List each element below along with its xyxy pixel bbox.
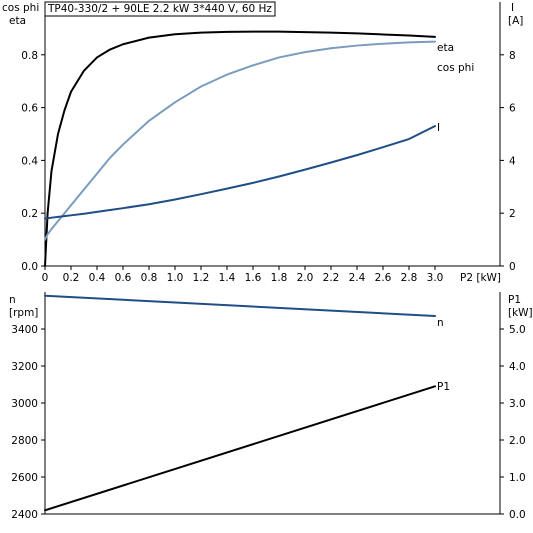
top-left-tick-label: 0.6 bbox=[21, 103, 38, 115]
bottom-left-tick-label: 2600 bbox=[11, 472, 38, 484]
axis-ticks: 0.0 0.2 0.4 0.6 0.8 0 2 4 6 8 0 0.2 0.4 0.6 0.8 1.0 1.2 1… bbox=[11, 50, 525, 521]
x-tick-label: 1.6 bbox=[245, 272, 262, 284]
bottom-left-tick-label: 2800 bbox=[11, 435, 38, 447]
bottom-left-tick-label: 2400 bbox=[11, 509, 38, 521]
x-tick-label: 2.4 bbox=[349, 272, 366, 284]
bottom-right-tick-label: 4.0 bbox=[509, 361, 526, 373]
x-tick-label: 1.0 bbox=[167, 272, 184, 284]
x-tick-label: 1.2 bbox=[193, 272, 210, 284]
x-tick-label: 2.6 bbox=[375, 272, 392, 284]
x-tick-label: 2.0 bbox=[297, 272, 314, 284]
top-right-tick-label: 6 bbox=[509, 103, 516, 115]
bottom-right-tick-label: 3.0 bbox=[509, 398, 526, 410]
top-right-tick-label: 8 bbox=[509, 50, 516, 62]
top-left-axis-label-2: eta bbox=[9, 15, 26, 27]
series-label-p1: P1 bbox=[437, 381, 450, 393]
x-tick-label: 1.4 bbox=[219, 272, 236, 284]
top-left-tick-label: 0.0 bbox=[21, 261, 38, 273]
series-label-eta: eta bbox=[437, 42, 454, 54]
top-right-axis-label-2: [A] bbox=[508, 15, 523, 27]
bottom-right-tick-label: 0.0 bbox=[509, 509, 526, 521]
chart-frames bbox=[44, 1, 501, 515]
x-tick-label: 0.2 bbox=[63, 272, 80, 284]
x-tick-label: 0.6 bbox=[115, 272, 132, 284]
series-line-i bbox=[44, 125, 436, 220]
x-tick-label: 0.8 bbox=[141, 272, 158, 284]
x-tick-label: 0 bbox=[42, 272, 49, 284]
series-line-p1 bbox=[44, 385, 436, 512]
top-right-tick-label: 2 bbox=[509, 208, 516, 220]
top-left-axis-label-1: cos phi bbox=[2, 2, 39, 14]
series-line-n bbox=[44, 294, 436, 318]
top-left-tick-label: 0.4 bbox=[21, 155, 38, 167]
x-tick-label: 3.0 bbox=[427, 272, 444, 284]
bottom-left-tick-label: 3400 bbox=[11, 324, 38, 336]
bottom-right-axis-label-1: P1 bbox=[508, 294, 521, 306]
bottom-right-axis-label-2: [kW] bbox=[508, 307, 533, 319]
x-tick-label: 2.2 bbox=[323, 272, 340, 284]
bottom-left-tick-label: 3000 bbox=[11, 398, 38, 410]
bottom-left-tick-label: 3200 bbox=[11, 361, 38, 373]
data-series bbox=[44, 30, 436, 512]
series-label-i: I bbox=[437, 122, 440, 134]
axis-and-series-labels: TP40-330/2 + 90LE 2.2 kW 3*440 V, 60 Hz … bbox=[2, 2, 533, 393]
top-left-tick-label: 0.8 bbox=[21, 50, 38, 62]
bottom-right-tick-label: 5.0 bbox=[509, 324, 526, 336]
x-tick-label: 1.8 bbox=[271, 272, 288, 284]
top-right-axis-label-1: I bbox=[511, 2, 514, 14]
series-label-n: n bbox=[437, 317, 444, 329]
series-line-eta bbox=[44, 30, 436, 267]
chart-title: TP40-330/2 + 90LE 2.2 kW 3*440 V, 60 Hz bbox=[47, 3, 272, 15]
bottom-left-axis-label-2: [rpm] bbox=[9, 307, 38, 319]
top-right-tick-label: 0 bbox=[509, 261, 516, 273]
x-tick-label: 0.4 bbox=[89, 272, 106, 284]
bottom-right-tick-label: 1.0 bbox=[509, 472, 526, 484]
series-line-cos-phi bbox=[44, 40, 436, 241]
x-axis-label: P2 [kW] bbox=[460, 272, 501, 284]
x-tick-label: 2.8 bbox=[401, 272, 418, 284]
bottom-left-axis-label-1: n bbox=[9, 294, 16, 306]
series-label-cos-phi: cos phi bbox=[437, 62, 474, 74]
bottom-right-tick-label: 2.0 bbox=[509, 435, 526, 447]
top-right-tick-label: 4 bbox=[509, 155, 516, 167]
top-left-tick-label: 0.2 bbox=[21, 208, 38, 220]
